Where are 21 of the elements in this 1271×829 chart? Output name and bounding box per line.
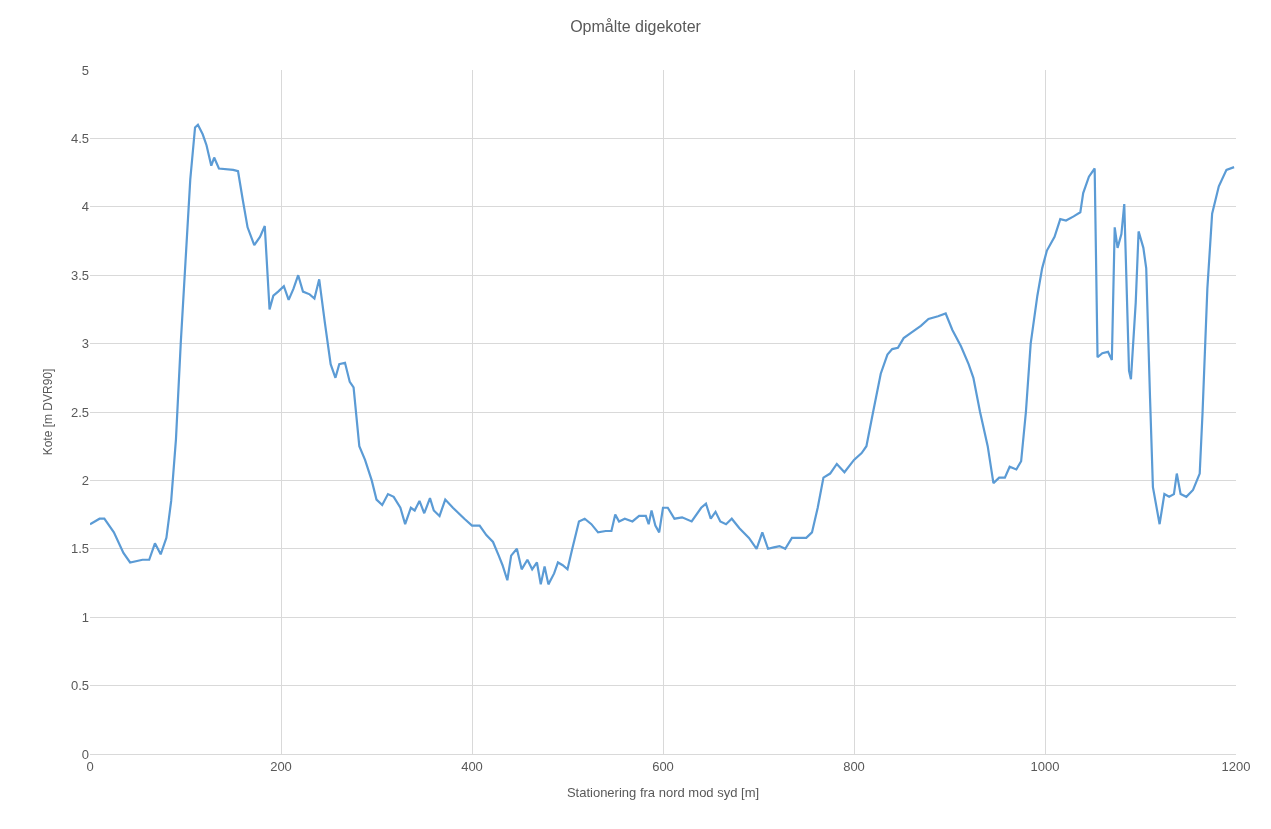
y-tick-label: 2.5 <box>70 404 89 420</box>
y-tick-label: 3 <box>81 336 89 352</box>
y-tick-label: 1.5 <box>70 541 89 557</box>
y-axis-title: Kote [m DVR90] <box>41 368 56 456</box>
y-tick-label: 3.5 <box>70 267 89 283</box>
y-tick-label: 4.5 <box>70 130 89 146</box>
y-tick-label: 1 <box>81 609 89 625</box>
x-tick-label: 400 <box>461 758 483 774</box>
line-series <box>90 123 1236 586</box>
y-tick-label: 2 <box>81 472 89 488</box>
y-tick-label: 0 <box>81 746 89 762</box>
x-tick-label: 200 <box>270 758 292 774</box>
x-tick-label: 1200 <box>1221 758 1251 774</box>
x-tick-label: 1000 <box>1030 758 1060 774</box>
chart-title: Opmålte digekoter <box>570 17 702 35</box>
x-tick-label: 800 <box>843 758 865 774</box>
x-tick-label: 600 <box>652 758 674 774</box>
y-tick-label: 4 <box>81 199 89 215</box>
x-axis-title: Stationering fra nord mod syd [m] <box>566 785 760 801</box>
y-tick-label: 5 <box>81 62 89 78</box>
y-tick-label: 0.5 <box>70 678 89 694</box>
